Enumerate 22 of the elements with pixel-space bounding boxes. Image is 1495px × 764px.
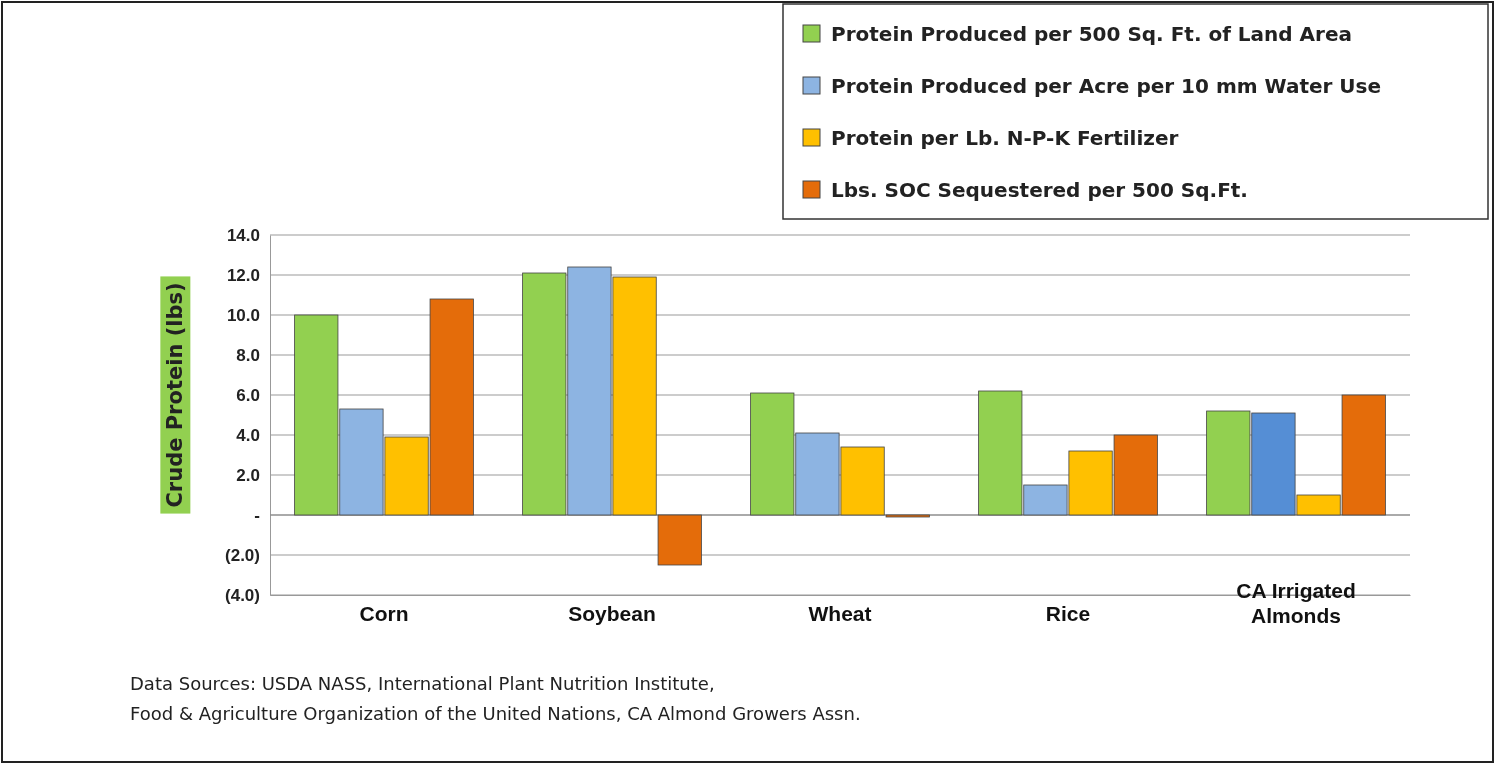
y-tick-label: 6.0 <box>236 385 260 405</box>
text: Food & Agriculture Organization of the United Nations, CA Almond Growers Assn. <box>130 703 861 724</box>
y-tick-label: (2.0) <box>225 545 260 565</box>
legend-label: Protein per Lb. N-P-K Fertilizer <box>831 126 1179 150</box>
x-tick-label: Corn <box>359 602 409 626</box>
x-tick-label: Wheat <box>808 602 872 626</box>
legend-label: Protein Produced per 500 Sq. Ft. of Land Area <box>831 22 1353 46</box>
y-axis-title: Crude Protein (lbs) <box>163 282 188 508</box>
legend-label: Protein Produced per Acre per 10 mm Water Use <box>831 74 1382 98</box>
x-tick-label: Rice <box>1045 602 1091 626</box>
y-tick-label: 2.0 <box>236 465 260 485</box>
y-tick-label: - <box>254 505 260 525</box>
y-tick-label: 10.0 <box>226 305 260 325</box>
y-tick-label: 4.0 <box>236 425 260 445</box>
y-tick-label: 12.0 <box>226 265 260 285</box>
text: Data Sources: USDA NASS, International Plant Nutrition Institute, <box>130 673 715 694</box>
y-tick-label: 8.0 <box>236 345 260 365</box>
y-tick-label: (4.0) <box>225 585 260 605</box>
x-tick-label: CA Irrigated Almonds <box>1236 579 1356 628</box>
legend-label: Lbs. SOC Sequestered per 500 Sq.Ft. <box>831 178 1248 202</box>
y-tick-label: 14.0 <box>226 225 260 245</box>
x-tick-label: Soybean <box>568 602 656 626</box>
